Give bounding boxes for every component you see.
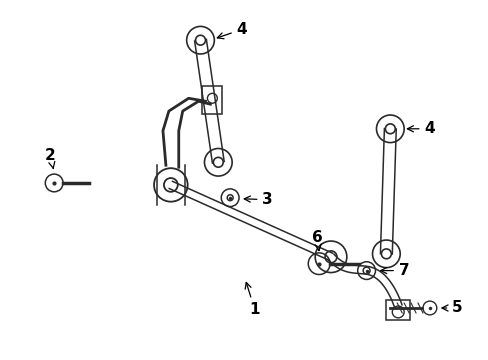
Text: 2: 2 xyxy=(45,148,56,168)
Text: 5: 5 xyxy=(441,301,462,315)
Text: 6: 6 xyxy=(311,230,322,251)
Text: 7: 7 xyxy=(380,263,408,278)
Text: 3: 3 xyxy=(244,192,272,207)
Text: 4: 4 xyxy=(217,22,247,39)
Text: 4: 4 xyxy=(407,121,434,136)
Text: 1: 1 xyxy=(244,283,260,318)
